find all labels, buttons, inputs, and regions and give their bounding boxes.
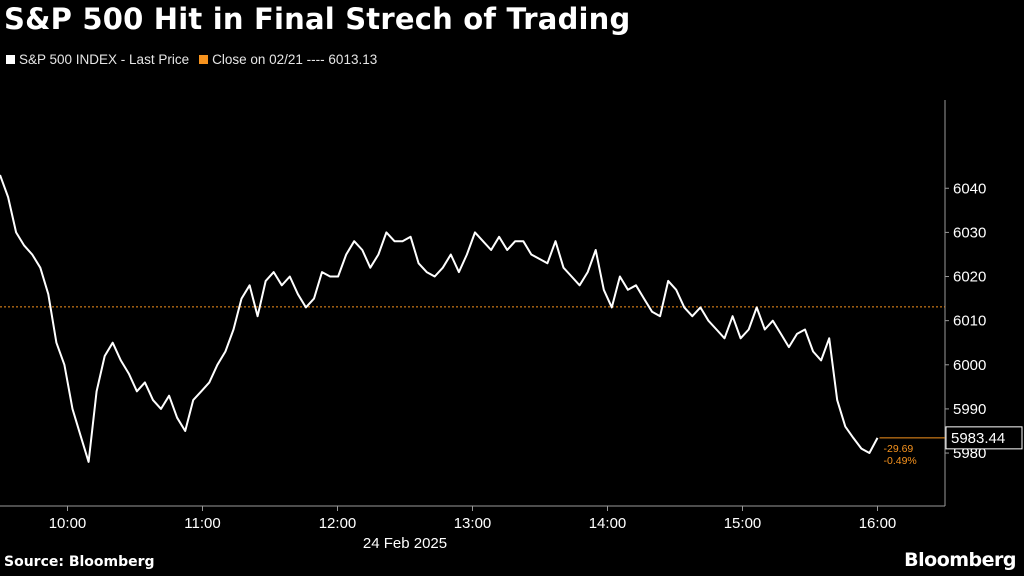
x-tick-label: 12:00	[319, 515, 357, 532]
legend-swatch-close	[199, 55, 209, 64]
legend-swatch-last-price	[6, 55, 15, 64]
series-line-last-price	[0, 174, 879, 463]
x-tick-label: 10:00	[49, 515, 87, 532]
y-tick-label: 6000	[953, 357, 986, 374]
legend: S&P 500 INDEX - Last Price Close on 02/2…	[6, 52, 377, 67]
legend-label-last-price: S&P 500 INDEX - Last Price	[19, 52, 190, 67]
chart-title: S&P 500 Hit in Final Strech of Trading	[4, 2, 631, 36]
x-tick-label: 15:00	[724, 515, 762, 532]
legend-label-close: Close on 02/21	[212, 52, 303, 67]
change-points-label: -29.69	[884, 443, 914, 455]
x-tick-label: 13:00	[454, 515, 492, 532]
last-value-label: 5983.44	[951, 430, 1005, 447]
date-label: 24 Feb 2025	[363, 535, 447, 552]
last-value-box: 5983.44	[945, 426, 1023, 450]
legend-close-dashes: ----	[306, 52, 325, 67]
x-tick-label: 14:00	[589, 515, 627, 532]
y-tick-label: 6040	[953, 180, 986, 197]
x-axis: 10:00 11:00 12:00 13:00 14:00 15:00 16:00	[49, 506, 897, 532]
y-tick-label: 5990	[953, 401, 986, 418]
source-note: Source: Bloomberg	[4, 554, 155, 570]
legend-close-value: 6013.13	[328, 52, 378, 67]
bloomberg-logo: Bloomberg	[904, 549, 1016, 571]
change-percent-label: -0.49%	[884, 455, 917, 467]
y-tick-label: 6020	[953, 269, 986, 286]
y-tick-label: 6030	[953, 224, 986, 241]
y-tick-label: 6010	[953, 313, 986, 330]
x-tick-label: 11:00	[184, 515, 220, 532]
x-tick-label: 16:00	[859, 515, 897, 532]
